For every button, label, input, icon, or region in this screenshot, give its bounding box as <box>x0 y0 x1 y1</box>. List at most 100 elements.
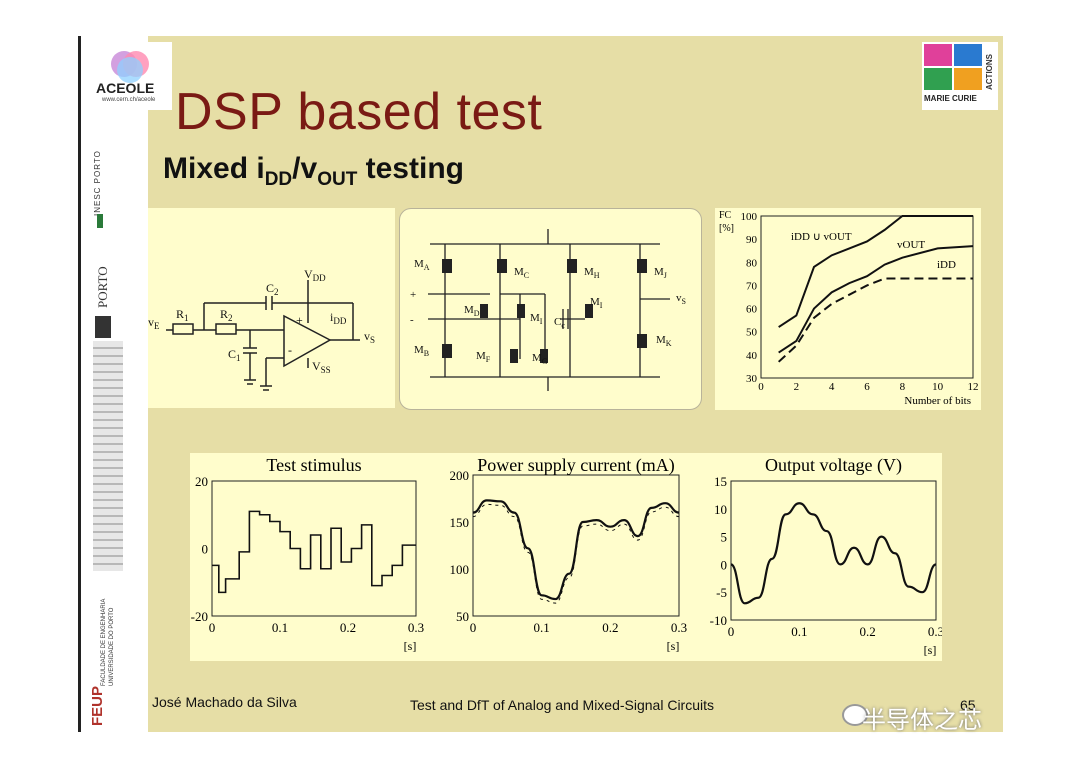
svg-text:MC: MC <box>514 266 529 280</box>
wave-xtick-label: 0.1 <box>791 624 807 639</box>
wave-xlabel: [s] <box>404 639 417 653</box>
fc-xtick-label: 0 <box>758 381 764 393</box>
svg-text:iDD: iDD <box>330 310 347 326</box>
svg-text:VDD: VDD <box>304 267 326 283</box>
wave-xtick-label: 0 <box>209 620 216 635</box>
fc-series-line <box>778 245 974 354</box>
filter-circuit-diagram: + - vE R1 R2 C2 C1 VDD iDD vS VSS <box>148 267 375 391</box>
fc-xtick-label: 4 <box>829 381 835 393</box>
fc-ytick-label: 50 <box>746 327 758 339</box>
fc-ytick-label: 70 <box>746 280 758 292</box>
wechat-icon <box>842 704 868 726</box>
svg-text:MI: MI <box>530 312 543 326</box>
fc-ylabel: FC <box>719 210 732 221</box>
footer-page-number: 65 <box>960 697 976 713</box>
svg-text:vS: vS <box>364 329 375 345</box>
aceole-logo-url: www.cern.ch/aceole <box>102 97 156 103</box>
wave-series-line <box>212 510 416 594</box>
opamp-schematic-diagram: MA MC MH MJ MD MI MI Cc MB MF MG MK + - … <box>410 229 686 391</box>
fc-xtick-label: 2 <box>794 381 800 393</box>
wave-xtick-label: 0.3 <box>928 624 942 639</box>
uporto-logo-box <box>95 316 111 338</box>
svg-text:C1: C1 <box>228 347 241 363</box>
wave-xtick-label: 0 <box>470 620 477 635</box>
wave-ytick-label: 20 <box>195 474 208 489</box>
svg-text:+: + <box>296 313 303 327</box>
svg-text:MA: MA <box>414 258 430 272</box>
feup-logo-text: FEUP <box>89 685 106 726</box>
building-image <box>93 341 123 571</box>
fc-xtick-label: 6 <box>864 381 870 393</box>
footer-course: Test and DfT of Analog and Mixed-Signal … <box>410 697 715 713</box>
slide-subtitle: Mixed iDD/vOUT testing <box>163 152 464 190</box>
fc-series-label: vOUT <box>897 239 925 251</box>
wave-ytick-label: 10 <box>714 502 727 517</box>
uporto-logo-text: PORTO <box>95 266 110 308</box>
marie-curie-logo: MARIE CURIE ACTIONS <box>922 42 998 110</box>
watermark-text: 半导体之芯 <box>862 706 982 734</box>
fc-series-line <box>777 277 973 363</box>
aceole-logo: ACEOLE www.cern.ch/aceole <box>88 42 172 110</box>
svg-text:MH: MH <box>584 266 600 280</box>
svg-text:R2: R2 <box>220 307 233 323</box>
wave-plot-title: Test stimulus <box>266 455 361 475</box>
slide-title: DSP based test <box>175 83 543 141</box>
fc-ytick-label: 100 <box>741 211 758 223</box>
fc-chart: 30 40 50 60 70 80 90 100 0 2 4 6 8 10 12 FC [%] Number of… <box>719 210 979 407</box>
wave-xtick-label: 0 <box>728 624 735 639</box>
feup-sub1-text: FACULDADE DE ENGENHARIA <box>101 598 107 686</box>
svg-text:MJ: MJ <box>654 266 667 280</box>
svg-text:-: - <box>410 314 414 326</box>
wave-ytick-label: 15 <box>714 474 727 489</box>
fc-ylabel-unit: [%] <box>719 223 734 234</box>
wave-xlabel: [s] <box>924 643 937 657</box>
fc-xtick-label: 12 <box>968 381 979 393</box>
wave-xtick-label: 0.2 <box>602 620 618 635</box>
fc-series-label: iDD <box>937 259 956 271</box>
fc-series-label: iDD ∪ vOUT <box>791 231 852 243</box>
wave-plot-title: Power supply current (mA) <box>477 455 674 476</box>
wave-ytick-label: 50 <box>456 609 469 624</box>
svg-text:MF: MF <box>476 350 491 364</box>
aceole-logo-circles <box>111 51 149 83</box>
wave-ytick-label: 150 <box>450 515 470 530</box>
wave-series-line <box>472 499 680 601</box>
svg-text:vE: vE <box>148 315 160 331</box>
feup-sub2-text: UNIVERSIDADE DO PORTO <box>109 607 115 686</box>
svg-text:MK: MK <box>656 334 672 348</box>
fc-chart-panel: 30 40 50 60 70 80 90 100 0 2 4 6 8 10 12 FC [%] Number of… <box>715 208 981 410</box>
fc-xtick-label: 10 <box>932 381 944 393</box>
wave-xtick-label: 0.3 <box>671 620 687 635</box>
svg-text:-: - <box>288 343 292 357</box>
inesc-logo-bar <box>97 214 103 228</box>
wave-xtick-label: 0.1 <box>534 620 550 635</box>
wave-ytick-label: 5 <box>721 530 728 545</box>
svg-text:+: + <box>410 289 416 301</box>
filter-circuit-panel: + - vE R1 R2 C2 C1 VDD iDD vS VSS <box>148 208 395 408</box>
svg-text:R1: R1 <box>176 307 189 323</box>
fc-xtick-label: 8 <box>900 381 906 393</box>
wave-ytick-label: -10 <box>710 613 727 628</box>
svg-text:VSS: VSS <box>312 359 331 375</box>
inesc-logo-text: INESC PORTO <box>93 150 102 216</box>
wave-series-dashed <box>472 503 680 604</box>
wave-ytick-label: -5 <box>716 585 727 600</box>
footer-author: José Machado da Silva <box>152 694 297 710</box>
wave-xlabel: [s] <box>667 639 680 653</box>
opamp-schematic-panel: MA MC MH MJ MD MI MI Cc MB MF MG MK + - … <box>399 208 702 410</box>
fc-ytick-label: 90 <box>746 234 758 246</box>
aceole-logo-text: ACEOLE <box>96 80 155 96</box>
wave-xtick-label: 0.3 <box>408 620 424 635</box>
svg-text:MI: MI <box>590 296 603 310</box>
wave-plot-title: Output voltage (V) <box>765 455 902 476</box>
fc-ytick-label: 30 <box>746 373 758 385</box>
fc-series-line <box>778 215 973 328</box>
fc-ytick-label: 60 <box>746 304 758 316</box>
wave-axes-frame <box>730 480 937 621</box>
fc-ytick-label: 80 <box>746 257 758 269</box>
svg-text:MD: MD <box>464 304 480 318</box>
wave-ytick-label: -20 <box>191 609 208 624</box>
actions-text: ACTIONS <box>985 54 994 90</box>
fc-xlabel: Number of bits <box>904 395 971 407</box>
